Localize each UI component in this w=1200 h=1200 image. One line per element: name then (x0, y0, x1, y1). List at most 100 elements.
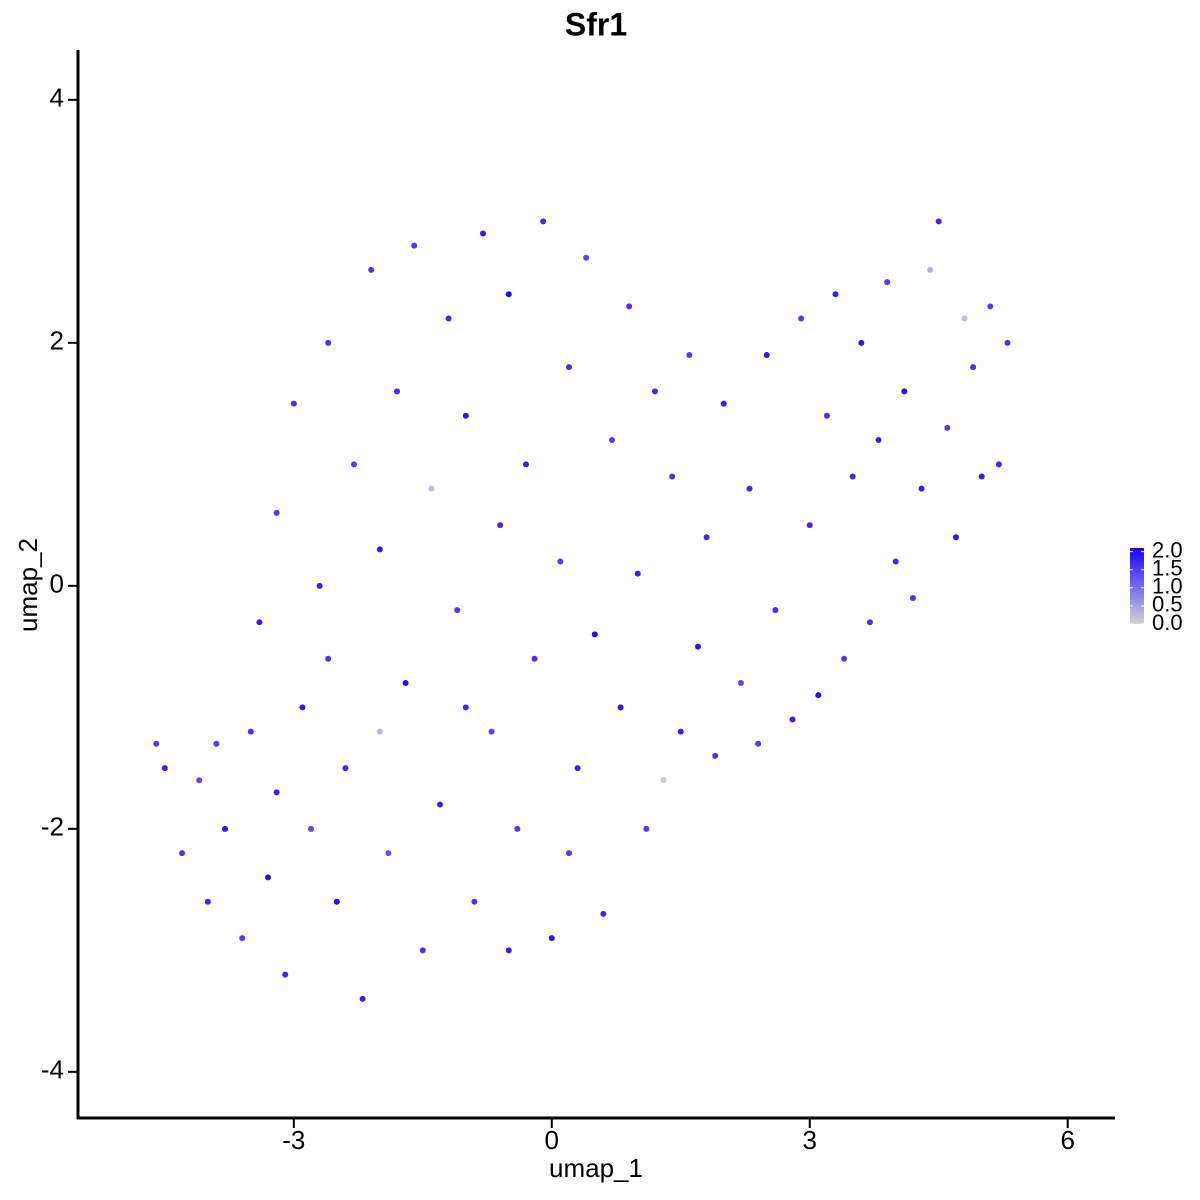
legend-tick-label: 0.5 (1152, 592, 1183, 617)
point (204, 898, 211, 905)
point (686, 351, 693, 358)
y-tick-label: -4 (41, 1055, 64, 1085)
point (419, 947, 426, 954)
point (651, 388, 658, 395)
y-axis-label: umap_2 (13, 538, 43, 632)
point (505, 291, 512, 298)
point (806, 522, 813, 529)
x-tick-label: 0 (545, 1125, 559, 1155)
point (497, 522, 504, 529)
point (866, 619, 873, 626)
point (479, 230, 486, 237)
point (282, 971, 289, 978)
point (273, 509, 280, 516)
point (617, 704, 624, 711)
point (256, 619, 263, 626)
point (428, 485, 435, 492)
point (935, 218, 942, 225)
point (591, 631, 598, 638)
point (978, 473, 985, 480)
point (540, 218, 547, 225)
point (798, 315, 805, 322)
point (918, 485, 925, 492)
point (703, 534, 710, 541)
legend-tick-label: 2.0 (1152, 537, 1183, 562)
point (196, 777, 203, 784)
point (333, 898, 340, 905)
point (875, 437, 882, 444)
y-tick-label: 0 (50, 569, 64, 599)
point (514, 825, 521, 832)
point (746, 485, 753, 492)
x-tick-label: -3 (282, 1125, 305, 1155)
point (273, 789, 280, 796)
point (944, 424, 951, 431)
point (634, 570, 641, 577)
point (342, 765, 349, 772)
point (565, 364, 572, 371)
point (832, 291, 839, 298)
point (308, 825, 315, 832)
point (290, 400, 297, 407)
point (737, 680, 744, 687)
point (488, 728, 495, 735)
point (927, 266, 934, 273)
point (841, 655, 848, 662)
point (961, 315, 968, 322)
point (565, 850, 572, 857)
point (583, 254, 590, 261)
point (213, 740, 220, 747)
point (694, 643, 701, 650)
point (522, 461, 529, 468)
point (970, 364, 977, 371)
point (995, 461, 1002, 468)
point (239, 935, 246, 942)
point (755, 740, 762, 747)
point (557, 558, 564, 565)
point (660, 777, 667, 784)
point (359, 995, 366, 1002)
point (402, 680, 409, 687)
point (548, 935, 555, 942)
legend-tick-label: 1.0 (1152, 574, 1183, 599)
y-tick-label: 4 (50, 83, 64, 113)
point (909, 594, 916, 601)
point (669, 473, 676, 480)
point (351, 461, 358, 468)
point (952, 534, 959, 541)
point (385, 850, 392, 857)
point (471, 898, 478, 905)
y-tick-label: 2 (50, 326, 64, 356)
point (763, 351, 770, 358)
point (884, 279, 891, 286)
point (849, 473, 856, 480)
point (325, 339, 332, 346)
point (368, 266, 375, 273)
x-axis-label: umap_1 (549, 1153, 643, 1183)
point (454, 607, 461, 614)
point (394, 388, 401, 395)
point (789, 716, 796, 723)
legend-tick-label: 0.0 (1152, 610, 1183, 635)
point (505, 947, 512, 954)
legend-tick-label: 1.5 (1152, 556, 1183, 581)
point (376, 546, 383, 553)
point (823, 412, 830, 419)
point (772, 607, 779, 614)
point (815, 692, 822, 699)
point (1004, 339, 1011, 346)
chart-title: Sfr1 (565, 6, 627, 42)
point (411, 242, 418, 249)
point (222, 825, 229, 832)
x-tick-label: 3 (803, 1125, 817, 1155)
point (626, 303, 633, 310)
point (247, 728, 254, 735)
point (316, 582, 323, 589)
point (299, 704, 306, 711)
point (376, 728, 383, 735)
point (720, 400, 727, 407)
x-tick-label: 6 (1060, 1125, 1074, 1155)
point (445, 315, 452, 322)
point (574, 765, 581, 772)
